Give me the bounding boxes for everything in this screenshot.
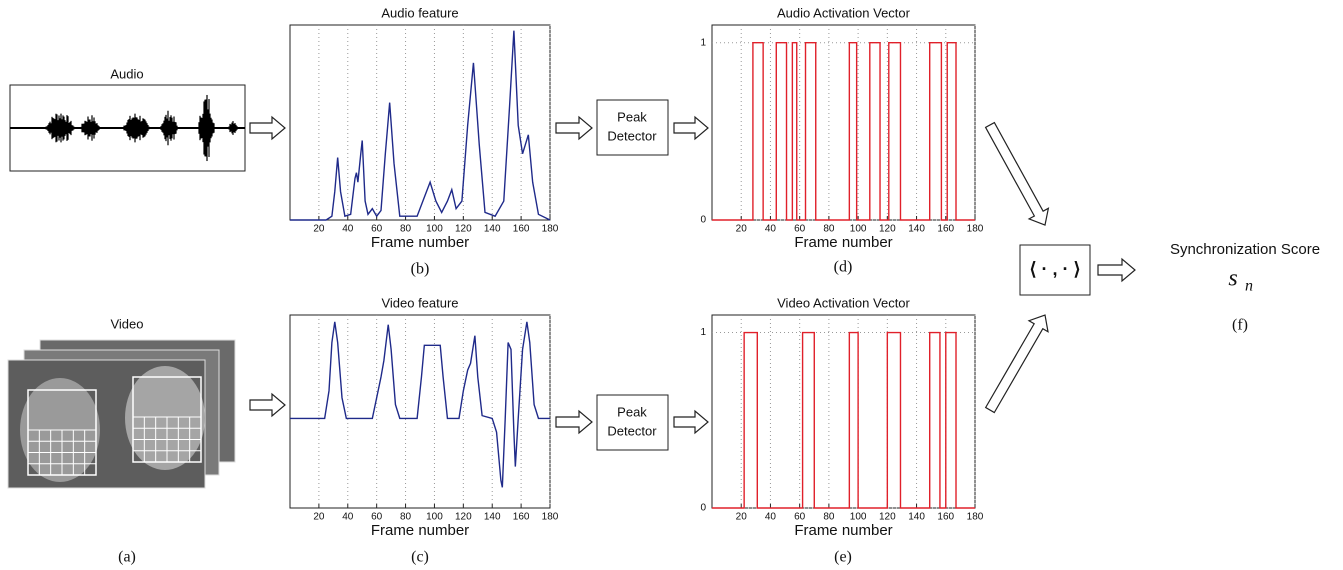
x-tick-label: 180 bbox=[967, 224, 984, 235]
panel-label: (c) bbox=[411, 549, 429, 566]
plot-area bbox=[711, 24, 976, 221]
x-tick-label: 160 bbox=[513, 224, 530, 235]
inner-product: ⟨ · , · ⟩ bbox=[1029, 259, 1080, 279]
peak-detector-box bbox=[596, 394, 669, 451]
data-line bbox=[290, 30, 551, 221]
x-tick-label: 60 bbox=[371, 224, 383, 235]
waveform bbox=[10, 94, 245, 162]
peak-detector-label: Peak bbox=[617, 109, 647, 124]
peak-detector-label: Peak bbox=[617, 404, 647, 419]
arrow bbox=[984, 314, 1049, 414]
x-tick-label: 40 bbox=[342, 512, 354, 523]
chart-title: Audio Activation Vector bbox=[777, 5, 911, 20]
x-tick-label: 40 bbox=[342, 224, 354, 235]
chart-title: Video feature bbox=[381, 295, 458, 310]
x-axis-label: Frame number bbox=[794, 522, 892, 539]
x-tick-label: 80 bbox=[823, 224, 835, 235]
peak-detector-label: Detector bbox=[607, 423, 657, 438]
inner-product-box bbox=[1019, 244, 1091, 296]
arrow bbox=[1097, 257, 1136, 283]
x-tick-label: 160 bbox=[937, 224, 954, 235]
x-tick-label: 40 bbox=[765, 224, 777, 235]
arrow bbox=[555, 409, 593, 435]
x-tick-label: 100 bbox=[426, 512, 443, 523]
x-axis-label: Frame number bbox=[371, 234, 469, 251]
x-tick-label: 120 bbox=[879, 512, 896, 523]
arrow bbox=[249, 392, 286, 418]
panel-label: (e) bbox=[834, 549, 852, 566]
x-tick-label: 20 bbox=[736, 224, 748, 235]
x-tick-label: 20 bbox=[313, 512, 325, 523]
x-tick-label: 100 bbox=[850, 512, 867, 523]
x-axis-label: Frame number bbox=[794, 234, 892, 251]
arrow bbox=[555, 115, 593, 141]
y-tick-label: 0 bbox=[700, 215, 706, 226]
data-line bbox=[290, 321, 550, 488]
score-symbol: s bbox=[1228, 266, 1237, 292]
x-tick-label: 40 bbox=[765, 512, 777, 523]
panel-label: (a) bbox=[118, 549, 136, 566]
data-line bbox=[712, 331, 975, 509]
x-tick-label: 180 bbox=[542, 224, 559, 235]
panel-label: (b) bbox=[411, 261, 430, 278]
x-tick-label: 160 bbox=[937, 512, 954, 523]
x-tick-label: 20 bbox=[313, 224, 325, 235]
arrow bbox=[984, 121, 1050, 226]
y-tick-label: 1 bbox=[700, 37, 706, 48]
plot-area bbox=[289, 314, 551, 509]
x-tick-label: 180 bbox=[967, 512, 984, 523]
peak-detector-box bbox=[596, 99, 669, 156]
arrows bbox=[249, 115, 1136, 435]
score-label: Synchronization Score bbox=[1170, 241, 1320, 258]
x-tick-label: 120 bbox=[879, 224, 896, 235]
plot-area bbox=[289, 24, 551, 221]
face-grids bbox=[27, 376, 202, 476]
x-tick-label: 80 bbox=[400, 224, 412, 235]
audio-label: Audio bbox=[110, 66, 143, 81]
x-tick-label: 120 bbox=[455, 224, 472, 235]
chart-title: Video Activation Vector bbox=[777, 295, 910, 310]
x-tick-label: 140 bbox=[908, 224, 925, 235]
x-tick-label: 80 bbox=[823, 512, 835, 523]
x-tick-label: 100 bbox=[426, 224, 443, 235]
x-tick-label: 20 bbox=[736, 512, 748, 523]
x-tick-label: 160 bbox=[513, 512, 530, 523]
arrow bbox=[673, 409, 709, 435]
x-tick-label: 140 bbox=[484, 224, 501, 235]
x-tick-label: 100 bbox=[850, 224, 867, 235]
y-tick-label: 0 bbox=[700, 503, 706, 514]
y-tick-label: 1 bbox=[700, 327, 706, 338]
x-tick-label: 60 bbox=[371, 512, 383, 523]
face bbox=[125, 366, 205, 470]
x-tick-label: 120 bbox=[455, 512, 472, 523]
x-tick-label: 140 bbox=[908, 512, 925, 523]
x-tick-label: 60 bbox=[794, 512, 806, 523]
score-subscript: n bbox=[1245, 278, 1253, 295]
data-line bbox=[712, 42, 975, 221]
x-tick-label: 140 bbox=[484, 512, 501, 523]
chart-title: Audio feature bbox=[381, 5, 458, 20]
panel-label: (d) bbox=[834, 259, 853, 276]
video-label: Video bbox=[110, 316, 143, 331]
x-tick-label: 180 bbox=[542, 512, 559, 523]
peak-detector-label: Detector bbox=[607, 128, 657, 143]
panel-label: (f) bbox=[1232, 317, 1248, 334]
x-tick-label: 60 bbox=[794, 224, 806, 235]
plot-area bbox=[711, 314, 976, 509]
x-tick-label: 80 bbox=[400, 512, 412, 523]
arrow bbox=[249, 115, 286, 141]
arrow bbox=[673, 115, 709, 141]
x-axis-label: Frame number bbox=[371, 522, 469, 539]
